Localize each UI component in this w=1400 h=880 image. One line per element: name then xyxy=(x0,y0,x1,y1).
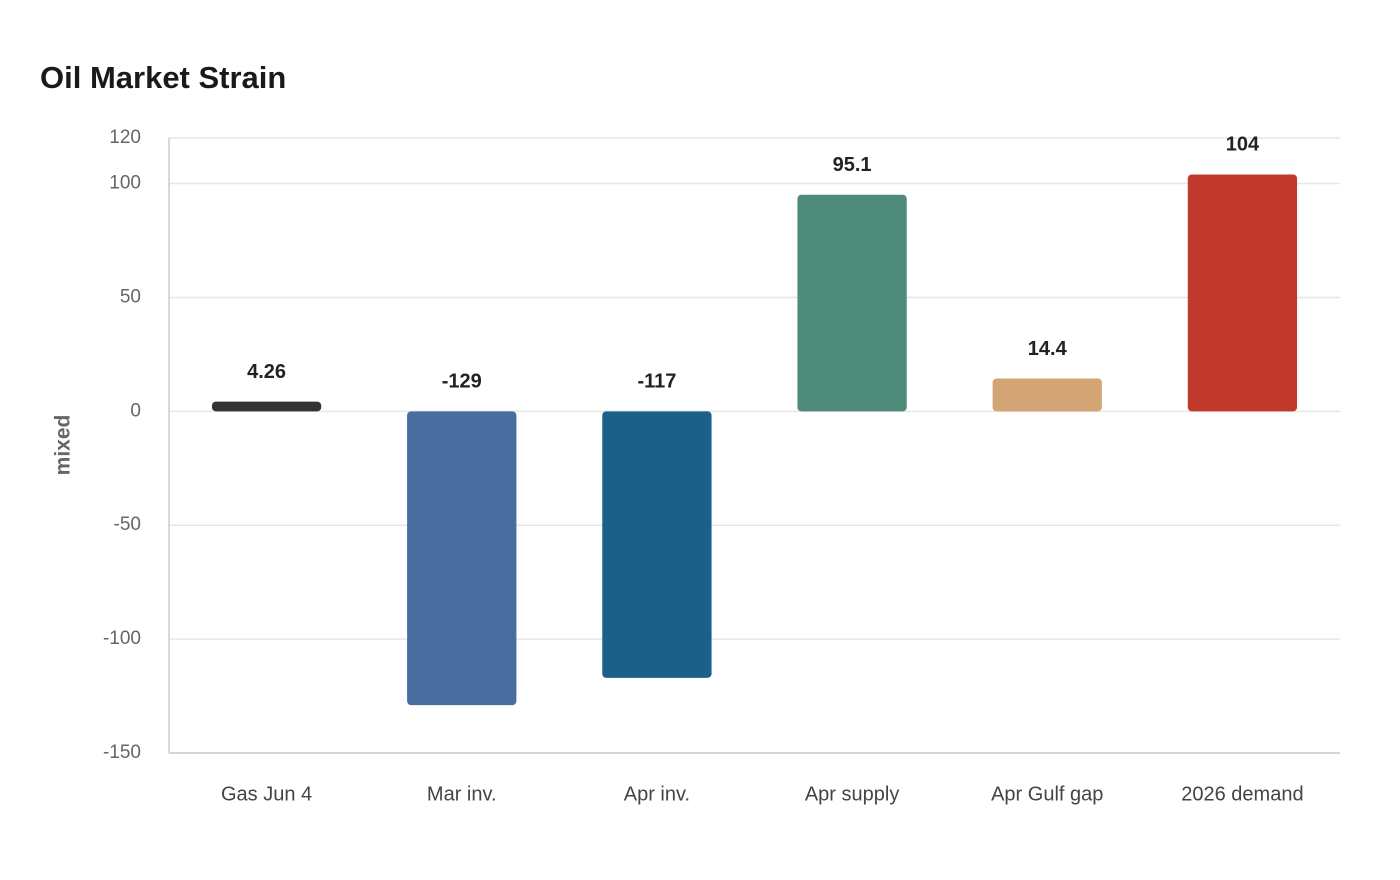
bar xyxy=(797,194,907,412)
bar xyxy=(211,401,322,412)
y-tick-label: 0 xyxy=(130,400,141,421)
value-label: 95.1 xyxy=(833,154,872,176)
chart-title: Oil Market Strain xyxy=(40,60,286,95)
y-tick-label: 100 xyxy=(109,173,141,194)
x-tick-label: Apr inv. xyxy=(624,783,690,805)
bar xyxy=(407,411,517,706)
x-tick-label: Apr Gulf gap xyxy=(991,783,1103,805)
y-tick-label: 120 xyxy=(109,127,141,148)
x-tick-label: 2026 demand xyxy=(1181,783,1303,805)
y-tick-label: -100 xyxy=(103,628,141,649)
x-tick-label: Mar inv. xyxy=(427,783,497,805)
bar xyxy=(992,378,1102,412)
value-label: -117 xyxy=(637,371,676,393)
x-tick-label: Apr supply xyxy=(805,783,900,805)
bar xyxy=(602,411,712,678)
value-label: 14.4 xyxy=(1028,338,1068,360)
y-tick-label: -150 xyxy=(103,742,141,763)
y-axis-label: mixed xyxy=(52,415,75,476)
value-label: 104 xyxy=(1226,134,1260,156)
value-label: 4.26 xyxy=(247,361,286,383)
bar xyxy=(1187,174,1298,412)
y-tick-label: -50 xyxy=(114,514,141,535)
x-tick-label: Gas Jun 4 xyxy=(221,783,312,805)
y-tick-label: 50 xyxy=(120,286,141,307)
value-label: -129 xyxy=(442,371,482,393)
